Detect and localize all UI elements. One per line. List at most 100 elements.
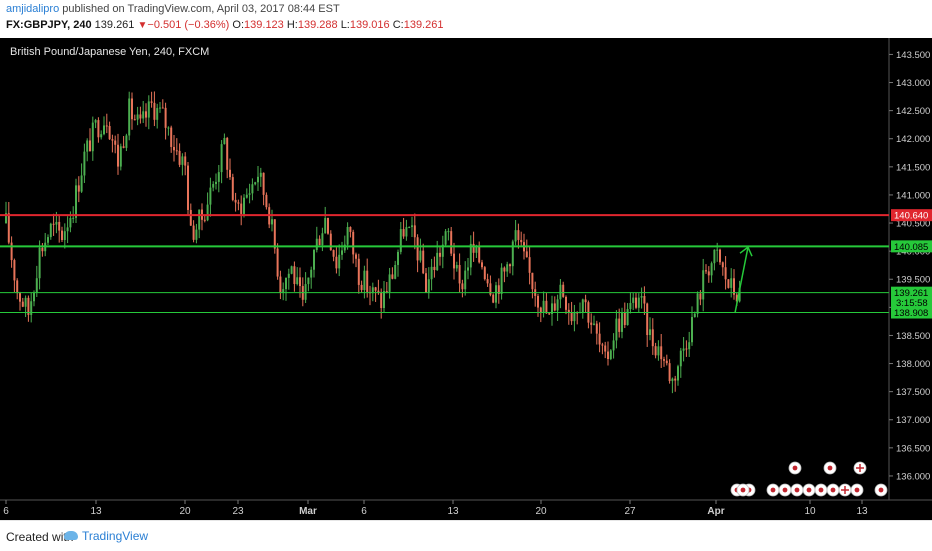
candle-body — [41, 247, 44, 252]
candle-body — [385, 291, 388, 293]
candle-body — [61, 230, 63, 241]
candle-body — [357, 258, 360, 285]
y-tick-label: 137.500 — [896, 387, 930, 398]
candle-body — [167, 127, 170, 129]
candle-body — [604, 345, 607, 352]
candle-body — [567, 309, 570, 313]
candle-body — [287, 273, 290, 278]
candle-body — [674, 378, 677, 381]
projection-arrow[interactable] — [734, 247, 749, 314]
candle-body — [738, 287, 741, 302]
candle-body — [618, 318, 621, 332]
candle-body — [91, 122, 94, 152]
candle-body — [391, 274, 394, 279]
y-tick-label: 143.000 — [896, 78, 930, 89]
candle-body — [139, 114, 142, 119]
last-price: 139.261 — [94, 19, 135, 31]
candle-body — [33, 292, 35, 302]
candle-body — [203, 219, 206, 221]
candle-body — [371, 287, 374, 294]
candle-body — [318, 238, 321, 246]
y-tick-label: 136.000 — [896, 471, 930, 482]
candle-body — [383, 291, 385, 309]
candle-body — [150, 101, 153, 103]
candle-body — [159, 107, 161, 109]
created-with-text: Created with — [6, 530, 74, 544]
candle-body — [262, 172, 265, 195]
event-center-dot — [806, 487, 812, 493]
candle-body — [243, 197, 245, 214]
candle-body — [439, 252, 441, 257]
candle-body — [220, 144, 223, 173]
close-value: 139.261 — [403, 19, 444, 31]
publisher-line: amjidalipro published on TradingView.com… — [6, 3, 340, 15]
candle-body — [525, 251, 528, 258]
candle-body — [637, 297, 640, 308]
x-tick-label: 20 — [535, 506, 547, 517]
event-center-dot — [770, 487, 776, 493]
candle-body — [551, 303, 553, 314]
candle-body — [94, 120, 97, 123]
x-tick-label: 20 — [179, 506, 191, 517]
candle-body — [469, 243, 472, 268]
candle-body — [467, 267, 469, 271]
candle-body — [293, 266, 296, 285]
cloud-icon — [64, 531, 78, 541]
candle-body — [433, 266, 436, 271]
candle-body — [397, 251, 399, 265]
chart-header: amjidalipro published on TradingView.com… — [0, 0, 932, 38]
candle-body — [307, 277, 310, 285]
candle-body — [730, 278, 733, 288]
candle-body — [677, 366, 679, 381]
candle-body — [713, 249, 716, 264]
x-tick-label: 13 — [856, 506, 868, 517]
candle-body — [259, 172, 262, 177]
candle-body — [254, 182, 257, 185]
candle-body — [108, 126, 111, 140]
candle-body — [49, 223, 52, 238]
symbol-label: FX:GBPJPY, 240 — [6, 19, 92, 31]
candle-body — [679, 350, 682, 367]
event-center-dot — [854, 487, 860, 493]
price-change: −0.501 (−0.36%) — [147, 19, 230, 31]
x-tick-label: 23 — [232, 506, 244, 517]
candle-body — [399, 229, 402, 252]
candle-body — [556, 299, 559, 311]
candle-body — [436, 252, 439, 271]
candle-body — [349, 227, 352, 232]
publisher-username[interactable]: amjidalipro — [6, 3, 60, 15]
candle-body — [380, 292, 383, 309]
event-center-dot — [740, 487, 746, 493]
candle-body — [621, 312, 623, 332]
y-tick-label: 142.000 — [896, 134, 930, 145]
chart-area[interactable]: British Pound/Japanese Yen, 240, FXCM 143… — [0, 38, 932, 520]
candle-body — [528, 257, 531, 273]
projection-arrow-head — [739, 246, 753, 257]
x-tick-label: 10 — [804, 506, 816, 517]
candle-body — [13, 260, 16, 281]
candle-body — [640, 295, 643, 298]
candle-body — [598, 333, 601, 345]
candle-body — [425, 273, 427, 293]
y-tick-label: 141.500 — [896, 162, 930, 173]
candle-body — [355, 254, 357, 259]
candle-body — [489, 283, 492, 295]
candle-body — [55, 221, 58, 225]
tradingview-logo[interactable]: TradingView — [64, 529, 148, 543]
candle-body — [58, 221, 61, 231]
candle-body — [682, 348, 685, 351]
candle-body — [590, 322, 593, 325]
candle-body — [279, 276, 282, 293]
candle-body — [313, 249, 315, 270]
candle-body — [206, 204, 209, 221]
candle-body — [721, 262, 724, 268]
candle-body — [635, 297, 637, 308]
candle-body — [581, 299, 584, 313]
candle-body — [685, 348, 688, 350]
candle-body — [623, 312, 626, 326]
candle-body — [147, 101, 150, 118]
candle-body — [503, 267, 506, 272]
candlestick-chart[interactable]: British Pound/Japanese Yen, 240, FXCM 143… — [0, 38, 932, 520]
candle-body — [240, 203, 243, 214]
candle-body — [626, 309, 629, 326]
